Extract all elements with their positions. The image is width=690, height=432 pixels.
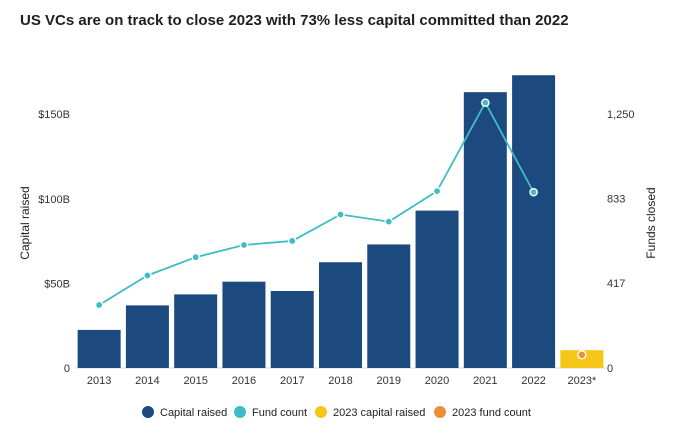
- x-tick-label: 2019: [377, 375, 401, 387]
- chart-title: US VCs are on track to close 2023 with 7…: [20, 12, 569, 29]
- y-left-tick-label: $150B: [38, 109, 70, 121]
- point-fund-count-2021: [481, 98, 490, 107]
- bar-capital-raised-2018: [319, 262, 362, 368]
- x-tick-label: 2015: [183, 375, 207, 387]
- y-right-tick-label: 1,250: [607, 109, 635, 121]
- legend-item-fund-count: Fund count: [234, 406, 307, 419]
- x-tick-label: 2016: [232, 375, 256, 387]
- legend-label: Fund count: [252, 407, 307, 419]
- legend-item-capital-raised: Capital raised: [142, 406, 227, 419]
- point-fund-count-2020: [432, 186, 442, 196]
- line-fund-count: [98, 100, 535, 306]
- y-left-tick-label: 0: [64, 363, 70, 375]
- y-left-axis-title: Capital raised: [18, 186, 32, 259]
- y-right-axis-title: Funds closed: [644, 187, 658, 258]
- bar-capital-raised-2020: [415, 210, 459, 368]
- x-tick-label: 2018: [328, 375, 352, 387]
- legend-marker: [434, 406, 446, 418]
- legend-marker: [142, 406, 154, 418]
- legend-item-2023-capital-raised: 2023 capital raised: [315, 406, 425, 419]
- legend-label: Capital raised: [160, 407, 227, 419]
- x-tick-label: 2020: [425, 375, 449, 387]
- y-left-tick-label: $100B: [38, 194, 70, 206]
- point-fund-count-2018: [336, 210, 345, 219]
- x-tick-label: 2022: [521, 375, 545, 387]
- point-fund-count-2013: [94, 300, 104, 310]
- legend-label: 2023 fund count: [452, 407, 531, 419]
- legend-item-2023-fund-count: 2023 fund count: [434, 406, 531, 419]
- x-tick-label: 2017: [280, 375, 304, 387]
- bar-capital-raised-2017: [270, 291, 314, 368]
- x-tick-label: 2021: [473, 375, 497, 387]
- y-right-tick-label: 0: [607, 363, 613, 375]
- y-right-tick-label: 417: [607, 278, 625, 290]
- x-tick-label: 2014: [135, 375, 159, 387]
- legend-marker: [234, 406, 246, 418]
- bar-capital-raised-2014: [125, 305, 169, 368]
- point-fund-count-2014: [143, 271, 152, 280]
- bar-capital-raised-2022: [512, 75, 556, 368]
- legend-marker: [315, 406, 327, 418]
- point-fund-count-2017: [287, 236, 297, 246]
- legend-label: 2023 capital raised: [333, 407, 425, 419]
- bar-capital-raised-2013: [77, 329, 121, 368]
- bar-capital-raised-2021: [463, 92, 507, 369]
- bar-capital-raised-2019: [367, 244, 411, 368]
- bar-capital-raised-2015: [174, 294, 218, 368]
- point-fund-count-2022: [529, 187, 538, 197]
- y-right-tick-label: 833: [607, 194, 625, 206]
- bar-capital-raised-2016: [222, 281, 266, 368]
- point-2023-fund-count-2023: [577, 350, 587, 360]
- point-fund-count-2015: [191, 252, 200, 262]
- point-fund-count-2016: [239, 240, 249, 250]
- point-fund-count-2019: [384, 217, 394, 226]
- x-tick-label: 2023*: [567, 375, 596, 387]
- y-left-tick-label: $50B: [44, 278, 70, 290]
- x-tick-label: 2013: [87, 375, 111, 387]
